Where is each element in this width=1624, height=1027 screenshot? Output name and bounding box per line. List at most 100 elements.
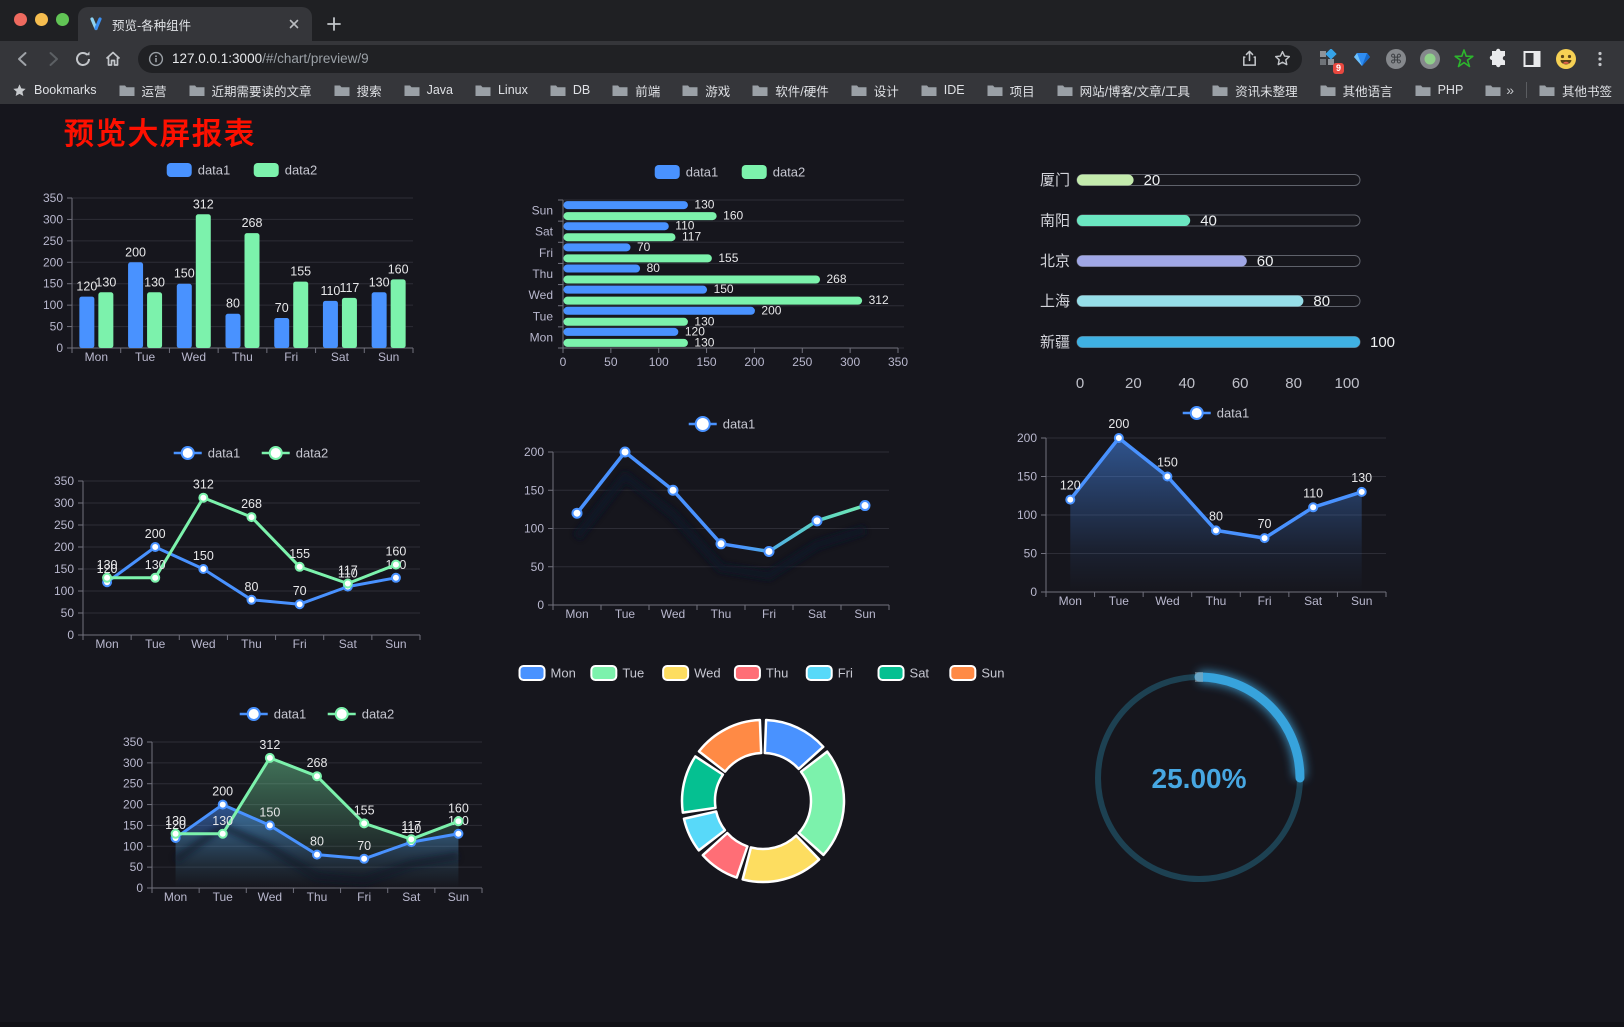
bookmark-folder-7[interactable]: 游戏 <box>682 81 730 100</box>
bookmark-folder-3[interactable]: Java <box>404 83 453 97</box>
svg-text:Tue: Tue <box>1109 594 1130 608</box>
other-bookmarks-folder[interactable]: 其他书签 <box>1539 81 1612 100</box>
svg-text:200: 200 <box>524 445 544 459</box>
new-tab-button[interactable] <box>322 12 346 36</box>
puzzle-icon <box>1489 48 1505 68</box>
svg-text:Sat: Sat <box>1304 594 1323 608</box>
svg-text:300: 300 <box>123 756 143 770</box>
bookmark-folder-0[interactable]: 运营 <box>119 81 167 100</box>
svg-text:data1: data1 <box>686 165 719 180</box>
bookmark-folder-13[interactable]: 资讯未整理 <box>1212 81 1298 100</box>
extension-grid-icon[interactable]: 9 <box>1314 45 1344 74</box>
extension-sidebar-icon[interactable] <box>1518 45 1546 73</box>
svg-text:60: 60 <box>1257 253 1274 270</box>
window-close-button[interactable] <box>14 13 27 26</box>
svg-text:Sat: Sat <box>808 607 827 621</box>
svg-text:130: 130 <box>95 275 116 289</box>
bookmark-folder-1[interactable]: 近期需要读的文章 <box>189 81 312 100</box>
bookmark-folder-4[interactable]: Linux <box>475 83 528 97</box>
legend[interactable]: data1 data2 <box>239 707 395 722</box>
svg-text:0: 0 <box>1030 585 1037 599</box>
bookmarks-root[interactable]: Bookmarks <box>12 83 97 98</box>
svg-text:0: 0 <box>560 355 567 369</box>
donut-slice-Sat[interactable] <box>680 755 725 814</box>
legend[interactable]: data1 data2 <box>173 446 329 461</box>
svg-text:120: 120 <box>1060 479 1081 493</box>
bookmark-folder-12[interactable]: 网站/博客/文章/工具 <box>1057 81 1190 100</box>
donut-slice-Thu[interactable] <box>701 831 749 879</box>
svg-text:300: 300 <box>840 355 860 369</box>
svg-text:155: 155 <box>354 803 375 817</box>
back-icon <box>18 51 27 66</box>
legend[interactable]: Mon Tue Wed Thu Fri Sat Sun <box>518 665 1005 681</box>
site-info-icon[interactable] <box>148 51 164 67</box>
svg-text:268: 268 <box>241 497 262 511</box>
svg-text:150: 150 <box>524 483 544 497</box>
extension-star-icon[interactable] <box>1450 45 1478 73</box>
svg-text:155: 155 <box>290 265 311 279</box>
svg-text:350: 350 <box>888 355 908 369</box>
window-maximize-button[interactable] <box>56 13 69 26</box>
back-button[interactable] <box>10 46 36 72</box>
window-minimize-button[interactable] <box>35 13 48 26</box>
reload-button[interactable] <box>70 46 96 72</box>
bookmark-folder-9[interactable]: 设计 <box>851 81 899 100</box>
svg-text:130: 130 <box>165 814 186 828</box>
share-icon[interactable] <box>1240 49 1259 68</box>
bookmark-folder-5[interactable]: DB <box>550 83 590 97</box>
folder-icon <box>921 85 937 96</box>
svg-text:250: 250 <box>54 518 74 532</box>
svg-text:110: 110 <box>675 219 694 233</box>
svg-text:data1: data1 <box>1217 406 1250 421</box>
svg-text:250: 250 <box>43 234 63 248</box>
donut-slice-Sun[interactable] <box>697 718 763 773</box>
bookmarks-overflow-button[interactable]: » <box>1506 82 1514 98</box>
chart-gauge: 25.00% <box>1095 671 1306 882</box>
page-content: 预览大屏报表 0 50 100 150 200 250 300 350 Mon Tue Wed Thu… <box>0 104 1624 1027</box>
donut-slice-Fri[interactable] <box>682 810 727 852</box>
forward-icon <box>49 51 58 66</box>
bookmark-folder-8[interactable]: 软件/硬件 <box>752 81 829 100</box>
svg-text:Mon: Mon <box>1059 594 1082 608</box>
svg-text:Sun: Sun <box>981 666 1004 681</box>
bookmark-folder-11[interactable]: 项目 <box>987 81 1035 100</box>
bookmark-folder-6[interactable]: 前端 <box>612 81 660 100</box>
bookmark-folder-14[interactable]: 其他语言 <box>1320 81 1393 100</box>
legend[interactable]: data1 data2 <box>166 163 318 178</box>
home-button[interactable] <box>100 46 126 72</box>
bookmark-folder-16[interactable]: 文件服务器 <box>1485 81 1506 100</box>
tab-close-icon[interactable] <box>286 16 302 32</box>
bookmark-folder-10[interactable]: IDE <box>921 83 965 97</box>
bookmark-folder-2[interactable]: 搜索 <box>334 81 382 100</box>
legend[interactable]: data1 data2 <box>654 165 806 180</box>
emoji-face-icon <box>1556 48 1576 69</box>
svg-text:150: 150 <box>697 355 717 369</box>
browser-tab[interactable]: 预览-各种组件 <box>78 7 312 41</box>
svg-text:Sat: Sat <box>535 225 554 239</box>
donut-slice-Wed[interactable] <box>741 834 821 884</box>
extension-gem-icon[interactable] <box>1348 45 1376 73</box>
bookmarks-separator <box>1525 82 1527 98</box>
donut-slice-Mon[interactable] <box>763 718 825 771</box>
svg-text:120: 120 <box>165 818 186 832</box>
extension-emoji-icon[interactable] <box>1552 45 1580 73</box>
extension-puzzle-icon[interactable] <box>1484 45 1512 73</box>
svg-text:80: 80 <box>1313 293 1330 310</box>
forward-button[interactable] <box>40 46 66 72</box>
bookmark-star-icon[interactable] <box>1273 49 1292 68</box>
tab-favicon <box>90 17 102 31</box>
browser-menu-button[interactable] <box>1586 45 1614 73</box>
legend[interactable]: data1 <box>688 416 756 432</box>
legend[interactable]: data1 <box>1182 406 1250 421</box>
svg-text:150: 150 <box>714 282 734 296</box>
extension-record-icon[interactable] <box>1416 45 1444 73</box>
bookmark-folder-15[interactable]: PHP <box>1415 83 1463 97</box>
donut-slice-Tue[interactable] <box>797 750 846 857</box>
svg-text:110: 110 <box>401 822 421 836</box>
url-bar[interactable]: 127.0.0.1:3000 /#/chart/preview/9 <box>138 44 1302 73</box>
extension-command-icon[interactable]: ⌘ <box>1382 45 1410 73</box>
folder-icon <box>1415 85 1431 96</box>
folder-icon <box>1539 85 1555 96</box>
svg-text:130: 130 <box>212 814 233 828</box>
